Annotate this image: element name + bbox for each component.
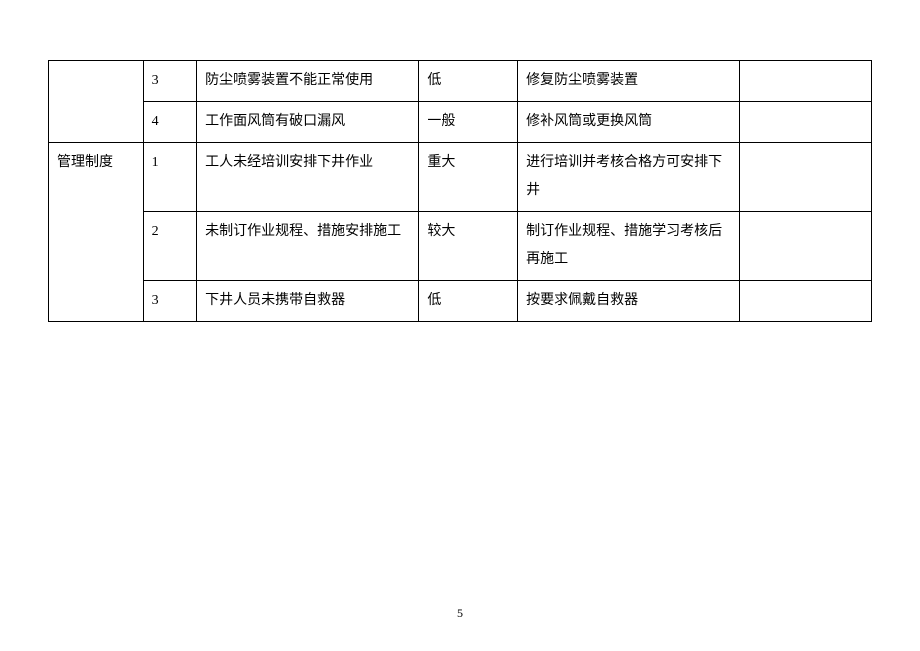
- hazard-table: 3 防尘喷雾装置不能正常使用 低 修复防尘喷雾装置 4 工作面风筒有破口漏风 一…: [48, 60, 872, 322]
- cell-note: [740, 281, 872, 322]
- cell-desc: 工作面风筒有破口漏风: [197, 102, 419, 143]
- cell-level: 低: [419, 281, 518, 322]
- cell-num: 3: [143, 61, 196, 102]
- cell-category: [49, 61, 144, 143]
- cell-desc: 下井人员未携带自救器: [197, 281, 419, 322]
- table-row: 2 未制订作业规程、措施安排施工 较大 制订作业规程、措施学习考核后再施工: [49, 212, 872, 281]
- cell-num: 1: [143, 143, 196, 212]
- table-row: 3 防尘喷雾装置不能正常使用 低 修复防尘喷雾装置: [49, 61, 872, 102]
- cell-category: 管理制度: [49, 143, 144, 322]
- cell-note: [740, 61, 872, 102]
- cell-desc: 防尘喷雾装置不能正常使用: [197, 61, 419, 102]
- cell-action: 制订作业规程、措施学习考核后再施工: [518, 212, 740, 281]
- table-row: 4 工作面风筒有破口漏风 一般 修补风筒或更换风筒: [49, 102, 872, 143]
- cell-desc: 未制订作业规程、措施安排施工: [197, 212, 419, 281]
- cell-action: 进行培训并考核合格方可安排下井: [518, 143, 740, 212]
- cell-level: 重大: [419, 143, 518, 212]
- table-body: 3 防尘喷雾装置不能正常使用 低 修复防尘喷雾装置 4 工作面风筒有破口漏风 一…: [49, 61, 872, 322]
- cell-action: 按要求佩戴自救器: [518, 281, 740, 322]
- cell-note: [740, 212, 872, 281]
- cell-action: 修补风筒或更换风筒: [518, 102, 740, 143]
- cell-num: 2: [143, 212, 196, 281]
- cell-level: 较大: [419, 212, 518, 281]
- page: 3 防尘喷雾装置不能正常使用 低 修复防尘喷雾装置 4 工作面风筒有破口漏风 一…: [0, 0, 920, 651]
- page-number: 5: [0, 606, 920, 621]
- cell-action: 修复防尘喷雾装置: [518, 61, 740, 102]
- cell-note: [740, 143, 872, 212]
- cell-level: 低: [419, 61, 518, 102]
- cell-desc: 工人未经培训安排下井作业: [197, 143, 419, 212]
- cell-level: 一般: [419, 102, 518, 143]
- table-row: 管理制度 1 工人未经培训安排下井作业 重大 进行培训并考核合格方可安排下井: [49, 143, 872, 212]
- cell-note: [740, 102, 872, 143]
- cell-num: 3: [143, 281, 196, 322]
- table-row: 3 下井人员未携带自救器 低 按要求佩戴自救器: [49, 281, 872, 322]
- cell-num: 4: [143, 102, 196, 143]
